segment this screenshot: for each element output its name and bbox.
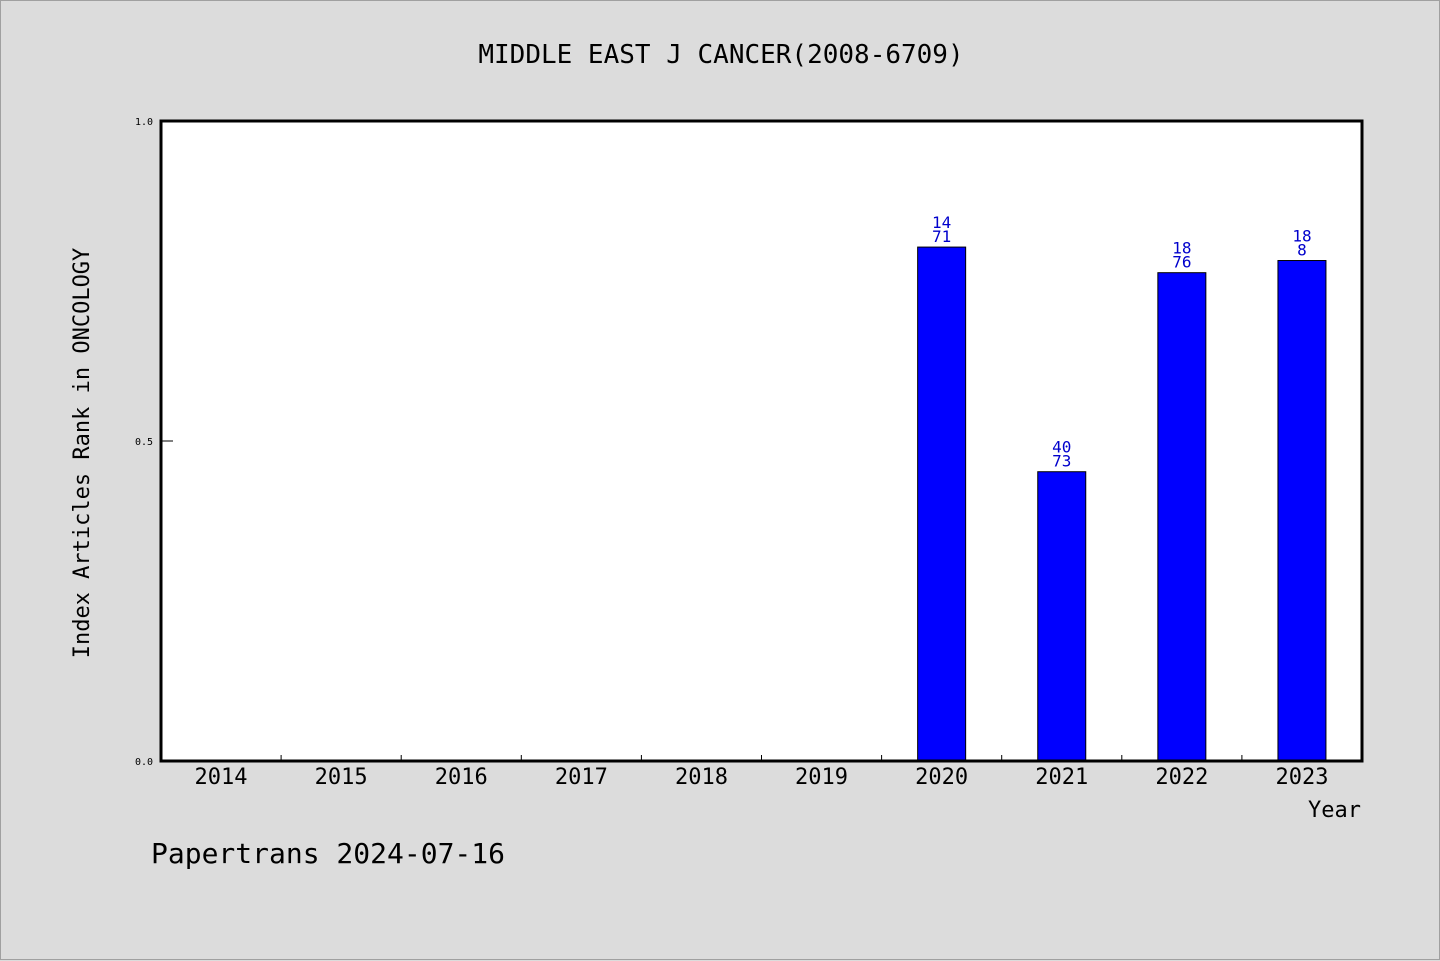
ticks-layer: 2014 2015 2016 2017 2018 2019 2020 2021 2022 2023… [135,117,1329,790]
y-tick-label: 1.0 [135,117,153,128]
footer-credit: Papertrans 2024-07-16 [151,837,505,870]
x-tick-label: 2016 [435,765,488,790]
x-tick-label: 2020 [915,765,968,790]
x-tick-label: 2018 [675,765,728,790]
plot-border [159,119,1364,763]
bar-label-top: 18 [1172,239,1191,258]
bar-label-bottom: 73 [1052,452,1071,471]
y-axis-label: Index Articles Rank in ONCOLOGY [70,248,95,659]
bar-label-top: 14 [932,213,951,232]
x-tick-label: 2014 [195,765,248,790]
y-tick-label: 0.0 [135,757,153,768]
bar [917,246,967,762]
x-tick-label: 2021 [1035,765,1088,790]
y-tick-label: 0.5 [135,437,153,448]
bar [1037,471,1087,762]
bar-label-bottom: 76 [1172,253,1191,272]
bar-label-bottom: 71 [932,227,951,246]
bar [1277,260,1327,762]
bar-label-top: 18 [1292,227,1311,246]
bar [1157,272,1207,762]
bar-label-top: 40 [1052,438,1071,457]
x-tick-label: 2019 [795,765,848,790]
x-tick-label: 2022 [1155,765,1208,790]
bar-label-bottom: 8 [1297,241,1307,260]
x-tick-label: 2017 [555,765,608,790]
x-tick-label: 2015 [315,765,368,790]
x-axis-label: Year [1308,798,1361,823]
x-tick-label: 2023 [1275,765,1328,790]
chart-title: MIDDLE EAST J CANCER(2008-6709) [478,40,963,70]
